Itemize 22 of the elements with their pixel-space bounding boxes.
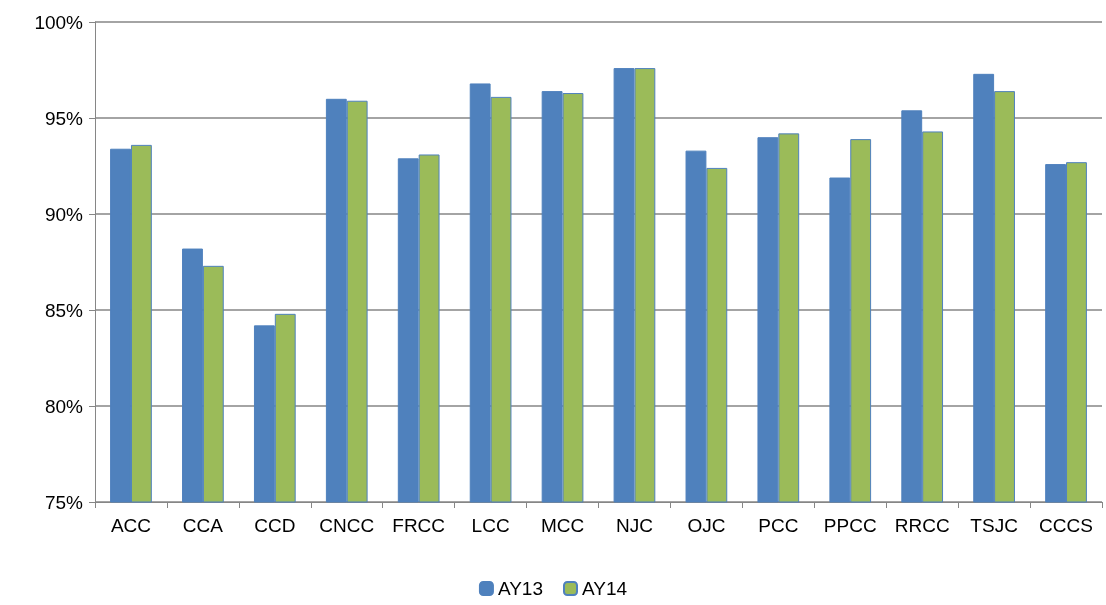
x-tick-label: MCC xyxy=(540,515,585,536)
x-tick-label: OJC xyxy=(687,515,726,536)
x-tick-label: CNCC xyxy=(319,515,375,536)
x-tick-label: TSJC xyxy=(970,515,1018,536)
y-tick-label: 95% xyxy=(44,107,84,129)
x-tick-label: PPCC xyxy=(823,515,877,536)
x-tick-label: CCCS xyxy=(1039,515,1093,536)
x-tick-label: CCA xyxy=(182,515,224,536)
y-tick-label: 80% xyxy=(44,395,84,417)
y-tick-label: 90% xyxy=(44,203,84,225)
x-tick-label: FRCC xyxy=(392,515,446,536)
x-tick-label: RRCC xyxy=(894,515,950,536)
x-tick-label: CCD xyxy=(254,515,296,536)
legend-label: AY14 xyxy=(582,578,628,599)
y-tick-label: 85% xyxy=(44,299,84,321)
x-tick-label: LCC xyxy=(471,515,510,536)
x-tick-label: PCC xyxy=(758,515,799,536)
x-tick-label: ACC xyxy=(110,515,152,536)
x-tick-label: NJC xyxy=(615,515,653,536)
y-tick-label: 100% xyxy=(34,11,84,33)
legend-label: AY13 xyxy=(497,578,544,599)
y-tick-label: 75% xyxy=(44,491,84,513)
